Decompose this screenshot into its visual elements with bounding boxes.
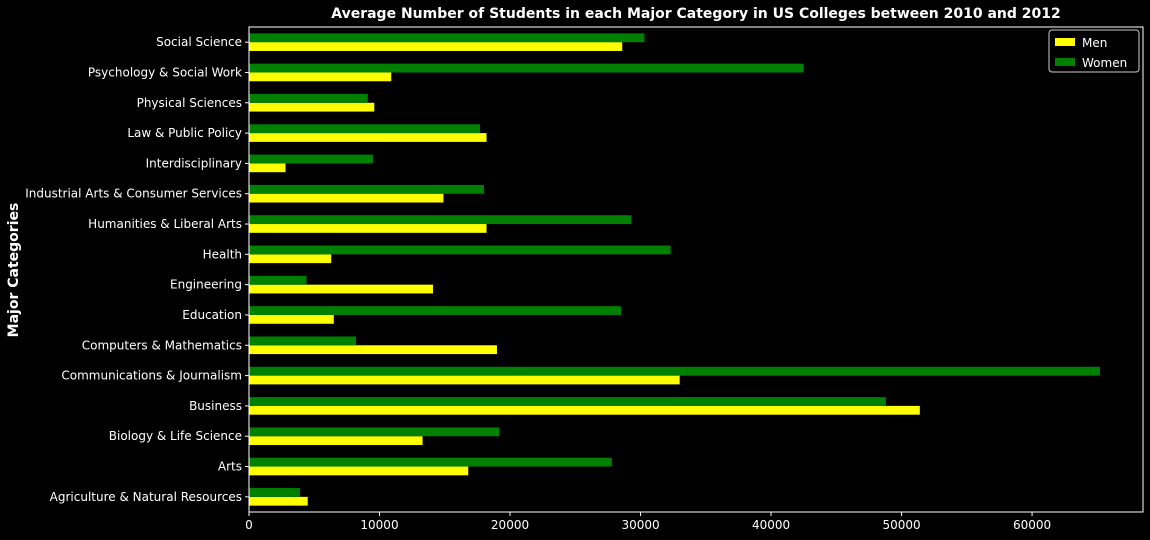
y-tick-label: Communications & Journalism [61,369,242,383]
bar-women-2 [249,427,500,437]
bar-women-0 [249,488,300,497]
x-tick-label: 20000 [491,518,529,532]
bar-men-9 [249,224,487,233]
x-tick-label: 0 [245,518,253,532]
plot-frame [248,26,1144,513]
bar-men-10 [249,193,444,203]
y-tick-label: Computers & Mathematics [82,338,242,352]
bar-women-4 [249,366,1100,376]
y-tick-label: Interdisciplinary [146,156,242,170]
bar-men-14 [249,72,392,82]
legend: Men Women [1048,29,1140,73]
bar-women-5 [249,336,357,346]
legend-swatch-men [1055,38,1075,46]
bar-men-3 [249,405,920,415]
y-tick-label: Industrial Arts & Consumer Services [25,187,242,201]
y-tick-label: Law & Public Policy [127,126,242,140]
y-tick-label: Engineering [170,278,242,292]
chart-title: Average Number of Students in each Major… [331,6,1060,22]
legend-label-men: Men [1082,36,1107,50]
bar-women-15 [249,33,645,43]
plot-area [248,26,1144,513]
bar-men-6 [249,314,334,324]
bar-men-12 [249,133,487,142]
bar-men-11 [249,163,286,173]
y-tick-label: Agriculture & Natural Resources [50,490,242,504]
bar-women-13 [249,93,368,103]
bar-men-13 [249,102,375,112]
y-tick-label: Humanities & Liberal Arts [88,217,242,231]
bar-women-1 [249,457,612,467]
bar-men-0 [249,496,308,506]
bar-men-1 [249,466,469,476]
bar-women-3 [249,397,886,406]
bar-men-2 [249,436,423,446]
y-tick-label: Physical Sciences [137,96,242,110]
y-tick-label: Social Science [156,35,242,49]
x-tick-label: 30000 [621,518,659,532]
y-tick-label: Health [203,247,242,261]
bar-women-7 [249,275,307,285]
bar-men-4 [249,375,680,385]
legend-swatch-women [1055,58,1075,66]
x-axis-ticks: 0 10000 20000 30000 40000 50000 60000 [245,512,1051,532]
bar-women-9 [249,215,632,225]
bar-men-5 [249,345,497,355]
bar-women-14 [249,63,804,73]
bar-men-15 [249,42,623,51]
bar-men-8 [249,254,332,264]
y-tick-label: Business [189,399,242,413]
bar-men-7 [249,284,434,294]
x-tick-label: 10000 [360,518,398,532]
y-axis-label: Major Categories [6,203,22,338]
y-tick-label: Psychology & Social Work [88,65,242,79]
x-tick-label: 50000 [882,518,920,532]
y-tick-label: Education [182,308,242,322]
legend-label-women: Women [1082,56,1127,70]
bar-women-12 [249,124,481,134]
bar-women-6 [249,306,621,315]
x-tick-label: 60000 [1013,518,1051,532]
bar-women-11 [249,154,373,164]
y-axis-ticks: Agriculture & Natural Resources Arts Biolo… [25,35,249,504]
y-tick-label: Arts [218,460,242,474]
bar-women-10 [249,184,484,194]
x-tick-label: 40000 [752,518,790,532]
bar-women-8 [249,245,671,255]
y-tick-label: Biology & Life Science [109,429,242,443]
